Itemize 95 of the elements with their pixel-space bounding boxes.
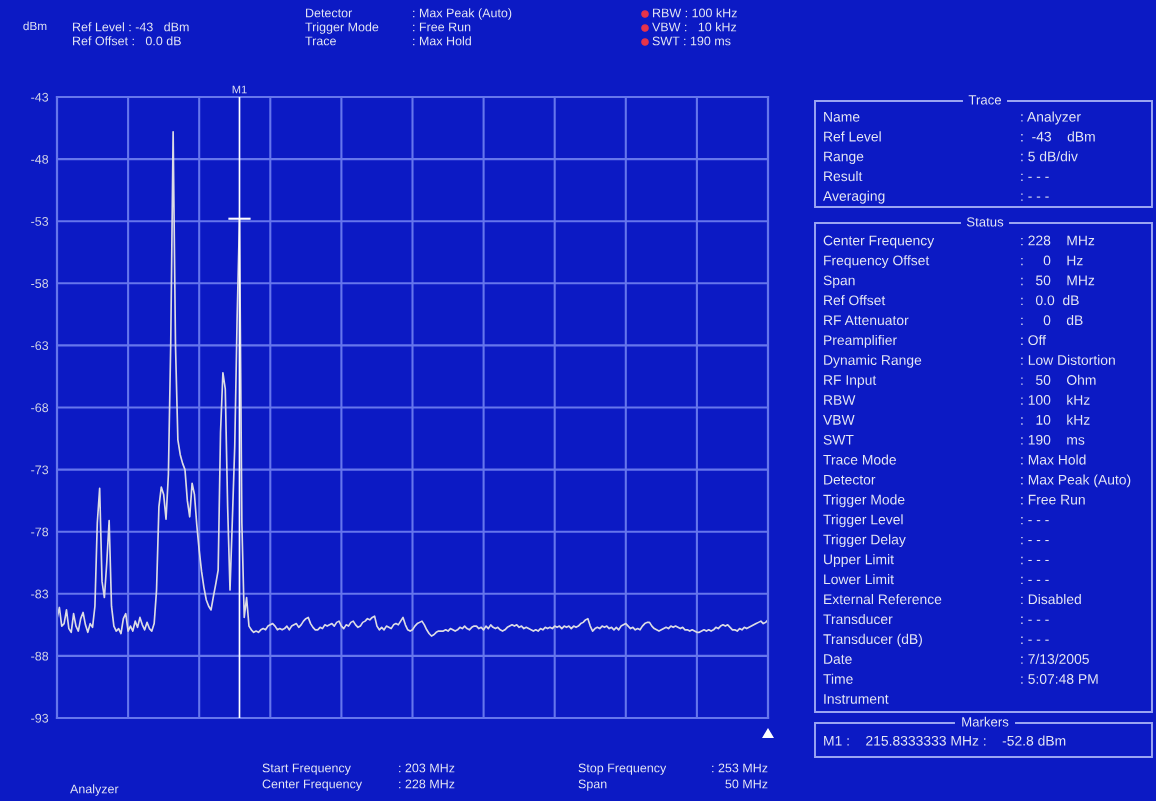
- y-tick-label: -73: [31, 465, 49, 475]
- text: : 228 MHz: [399, 779, 455, 789]
- text: Trace Mode: [823, 454, 896, 465]
- text: Trace: [968, 95, 1002, 105]
- text: Ref Offset : 0.0 dB: [73, 36, 181, 46]
- text: Result: [824, 170, 863, 182]
- text: Dynamic Range: [824, 354, 922, 368]
- text: Instrument: [824, 694, 889, 704]
- y-tick-label: -48: [31, 154, 49, 164]
- text: Trace: [305, 36, 336, 46]
- text: External Reference: [824, 593, 942, 605]
- text: : Max Peak (Auto): [413, 8, 512, 20]
- text: : - - -: [1021, 516, 1049, 525]
- text: : 190 ms: [1021, 434, 1085, 445]
- text: Trigger Delay: [823, 534, 906, 548]
- text: Span: [578, 779, 607, 791]
- text: Transducer: [823, 613, 893, 625]
- text: : 228 MHz: [1021, 235, 1095, 246]
- y-tick-label: -53: [31, 217, 49, 226]
- text: : 5:07:48 PM: [1021, 674, 1098, 684]
- text: Status: [966, 217, 1004, 227]
- text: : 203 MHz: [399, 763, 455, 773]
- text: Trigger Mode: [823, 494, 905, 508]
- text: RF Input: [824, 375, 877, 388]
- text: Ref Level: [824, 131, 881, 142]
- text: Preamplifier: [824, 334, 897, 348]
- text: Analyzer: [70, 784, 119, 796]
- text: Averaging: [823, 190, 885, 204]
- text: : - - -: [1021, 636, 1049, 644]
- text: Center Frequency: [823, 235, 935, 249]
- text: SWT: [823, 434, 854, 445]
- text: Ref Offset: [824, 295, 886, 306]
- text: Stop Frequency: [578, 763, 667, 775]
- text: : 0 Hz: [1021, 255, 1083, 266]
- text: Trigger Mode: [305, 22, 379, 34]
- text: RBW: [824, 395, 856, 405]
- text: : Low Distortion: [1021, 354, 1115, 366]
- text: : - - -: [1021, 173, 1049, 181]
- text: : Disabled: [1021, 593, 1081, 605]
- text: RF Attenuator: [824, 315, 909, 326]
- text: : Analyzer: [1021, 111, 1081, 125]
- text: : 253 MHz: [712, 763, 768, 773]
- text: SWT : 190 ms: [652, 36, 731, 46]
- text: Lower Limit: [824, 574, 894, 585]
- text: Center Frequency: [262, 779, 363, 791]
- line-series: [57, 130, 768, 637]
- text: : Max Peak (Auto): [1021, 474, 1131, 488]
- text: Trigger Level: [823, 514, 903, 528]
- text: Detector: [306, 8, 353, 18]
- text: : Max Hold: [1021, 454, 1086, 465]
- text: Transducer (dB): [823, 633, 922, 647]
- text: Ref Level : -43 dBm: [73, 22, 189, 32]
- text: dBm: [23, 21, 47, 31]
- y-tick-label: -83: [31, 589, 49, 599]
- text: 50 MHz: [725, 779, 768, 789]
- text: : Free Run: [1021, 494, 1085, 505]
- text: RBW : 100 kHz: [653, 8, 737, 18]
- text: : 10 kHz: [1021, 414, 1090, 425]
- text: Detector: [824, 474, 876, 485]
- text: : - - -: [1021, 193, 1049, 201]
- text: Start Frequency: [262, 763, 351, 775]
- text: : 5 dB/div: [1021, 151, 1078, 162]
- text: : 100 kHz: [1021, 394, 1090, 405]
- text: Date: [824, 654, 852, 664]
- y-tick-label: -88: [31, 651, 49, 661]
- text: : 0 dB: [1021, 314, 1083, 326]
- text: : - - -: [1021, 556, 1049, 565]
- text: VBW: [823, 415, 855, 425]
- text: : - - -: [1021, 536, 1049, 545]
- text: : 7/13/2005: [1021, 653, 1089, 664]
- text: : - - -: [1021, 616, 1049, 624]
- text: Time: [823, 673, 853, 684]
- y-tick-label: -58: [31, 279, 49, 288]
- text: : 0.0 dB: [1021, 295, 1079, 306]
- text: Span: [823, 275, 855, 289]
- text: Range: [824, 151, 864, 165]
- text: : 50 Ohm: [1021, 374, 1096, 385]
- y-tick-label: -78: [31, 527, 49, 537]
- y-tick-label: -43: [31, 92, 49, 102]
- text: Frequency Offset: [824, 255, 930, 269]
- text: : -43 dBm: [1021, 131, 1095, 142]
- text: : Max Hold: [413, 36, 471, 46]
- y-tick-label: -68: [31, 403, 49, 413]
- text: VBW : 10 kHz: [652, 22, 737, 32]
- x-tick-label: M1: [232, 85, 247, 94]
- y-tick-label: -93: [31, 713, 49, 723]
- text: : 50 MHz: [1021, 275, 1095, 286]
- text: : - - -: [1021, 576, 1049, 585]
- text: : Off: [1021, 334, 1047, 346]
- text: Markers: [962, 716, 1009, 727]
- text: M1 : 215.8333333 MHz : -52.8 dBm: [824, 735, 1066, 746]
- text: Upper Limit: [824, 554, 894, 568]
- text: Name: [824, 112, 860, 122]
- text: : Free Run: [413, 22, 471, 32]
- y-tick-label: -63: [31, 341, 49, 351]
